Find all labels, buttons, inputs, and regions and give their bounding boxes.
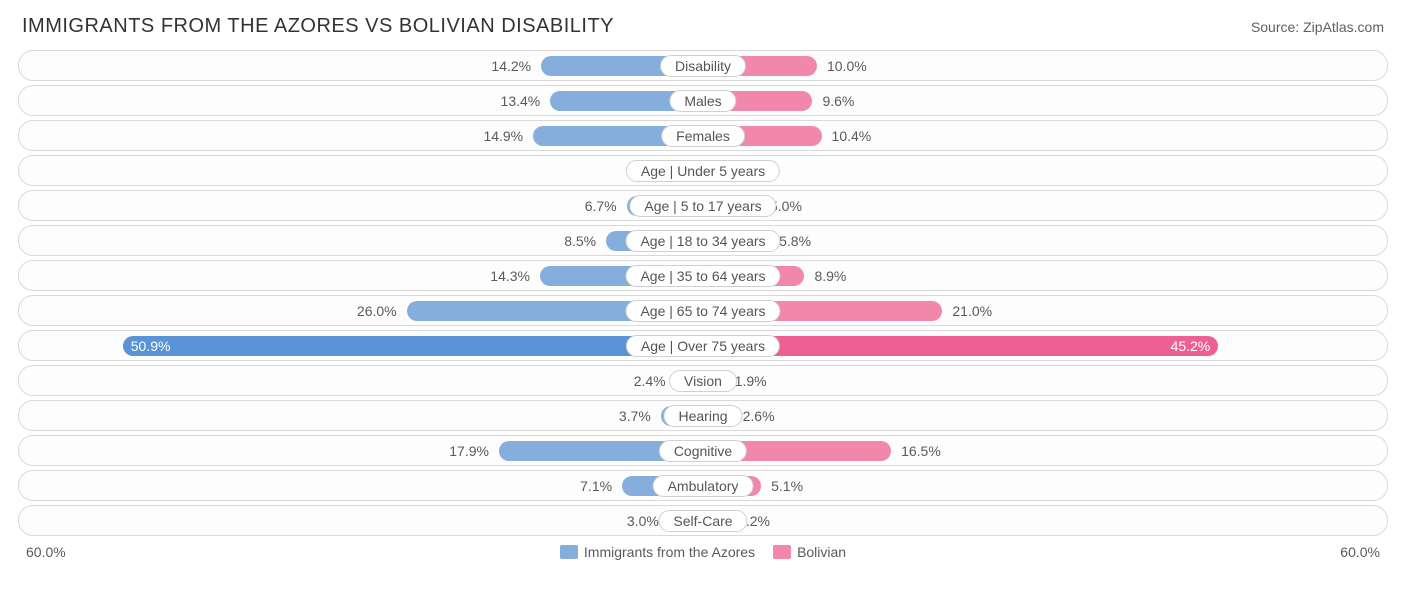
chart-row: 13.4% 9.6% Males (18, 85, 1388, 116)
category-label: Ambulatory (653, 475, 754, 497)
legend: Immigrants from the Azores Bolivian (560, 544, 846, 560)
category-label: Males (669, 90, 736, 112)
category-label: Age | 18 to 34 years (625, 230, 780, 252)
chart-row: 14.9% 10.4% Females (18, 120, 1388, 151)
row-right-half: 8.9% (703, 261, 1387, 290)
butterfly-chart: 14.2%10.0%Disability13.4%9.6%Males14.9%1… (10, 46, 1396, 536)
bar-left: 50.9% (123, 336, 703, 356)
value-left: 13.4% (501, 93, 541, 109)
row-left-half: 14.3% (19, 261, 703, 290)
row-left-half: 14.9% (19, 121, 703, 150)
chart-row: 26.0% 21.0% Age | 65 to 74 years (18, 295, 1388, 326)
row-right-half: 10.0% (703, 51, 1387, 80)
category-label: Cognitive (659, 440, 747, 462)
category-label: Disability (660, 55, 746, 77)
row-right-half: 5.0% (703, 191, 1387, 220)
value-left: 26.0% (357, 303, 397, 319)
row-left-half: 3.0% (19, 506, 703, 535)
row-left-half: 7.1% (19, 471, 703, 500)
chart-row: 14.2% 10.0% Disability (18, 50, 1388, 81)
value-left: 3.7% (619, 408, 651, 424)
chart-row: 6.7% 5.0%Age | 5 to 17 years (18, 190, 1388, 221)
category-label: Hearing (663, 405, 742, 427)
value-left: 7.1% (580, 478, 612, 494)
category-label: Age | 65 to 74 years (625, 300, 780, 322)
value-left: 17.9% (449, 443, 489, 459)
chart-footer: 60.0% Immigrants from the Azores Bolivia… (10, 540, 1396, 560)
value-right: 16.5% (901, 443, 941, 459)
source-attribution: Source: ZipAtlas.com (1251, 19, 1384, 35)
row-right-half: 1.0% (703, 156, 1387, 185)
chart-title: IMMIGRANTS FROM THE AZORES VS BOLIVIAN D… (22, 15, 614, 38)
value-left: 3.0% (627, 513, 659, 529)
row-right-half: 45.2% (703, 331, 1387, 360)
category-label: Age | Under 5 years (626, 160, 780, 182)
chart-row: 3.7% 2.6%Hearing (18, 400, 1388, 431)
category-label: Self-Care (658, 510, 747, 532)
value-left: 14.9% (483, 128, 523, 144)
row-right-half: 1.9% (703, 366, 1387, 395)
value-left: 2.4% (634, 373, 666, 389)
value-left: 6.7% (585, 198, 617, 214)
row-left-half: 2.2% (19, 156, 703, 185)
row-right-half: 21.0% (703, 296, 1387, 325)
chart-row: 50.9% 45.2% Age | Over 75 years (18, 330, 1388, 361)
value-right: 2.6% (743, 408, 775, 424)
row-left-half: 26.0% (19, 296, 703, 325)
row-left-half: 13.4% (19, 86, 703, 115)
row-left-half: 6.7% (19, 191, 703, 220)
value-right: 8.9% (814, 268, 846, 284)
value-right: 10.4% (832, 128, 872, 144)
row-right-half: 5.8% (703, 226, 1387, 255)
legend-item-right: Bolivian (773, 544, 846, 560)
value-right: 9.6% (822, 93, 854, 109)
chart-row: 3.0% 2.2%Self-Care (18, 505, 1388, 536)
row-right-half: 5.1% (703, 471, 1387, 500)
row-right-half: 10.4% (703, 121, 1387, 150)
chart-row: 2.4% 1.9%Vision (18, 365, 1388, 396)
chart-row: 7.1% 5.1% Ambulatory (18, 470, 1388, 501)
value-left: 14.2% (491, 58, 531, 74)
row-left-half: 14.2% (19, 51, 703, 80)
row-left-half: 3.7% (19, 401, 703, 430)
category-label: Age | 35 to 64 years (625, 265, 780, 287)
row-right-half: 9.6% (703, 86, 1387, 115)
axis-max-right: 60.0% (1340, 544, 1380, 560)
row-left-half: 8.5% (19, 226, 703, 255)
row-left-half: 50.9% (19, 331, 703, 360)
value-right: 1.9% (735, 373, 767, 389)
legend-swatch-right (773, 545, 791, 559)
category-label: Age | 5 to 17 years (629, 195, 776, 217)
legend-item-left: Immigrants from the Azores (560, 544, 755, 560)
category-label: Females (661, 125, 745, 147)
row-right-half: 16.5% (703, 436, 1387, 465)
legend-label-right: Bolivian (797, 544, 846, 560)
row-left-half: 17.9% (19, 436, 703, 465)
value-left: 50.9% (131, 338, 171, 354)
axis-max-left: 60.0% (26, 544, 66, 560)
chart-row: 17.9% 16.5% Cognitive (18, 435, 1388, 466)
value-right: 21.0% (952, 303, 992, 319)
value-left: 8.5% (564, 233, 596, 249)
row-right-half: 2.6% (703, 401, 1387, 430)
row-right-half: 2.2% (703, 506, 1387, 535)
value-right: 10.0% (827, 58, 867, 74)
row-left-half: 2.4% (19, 366, 703, 395)
legend-swatch-left (560, 545, 578, 559)
category-label: Vision (669, 370, 737, 392)
value-left: 14.3% (490, 268, 530, 284)
value-right: 5.1% (771, 478, 803, 494)
legend-label-left: Immigrants from the Azores (584, 544, 755, 560)
header: IMMIGRANTS FROM THE AZORES VS BOLIVIAN D… (10, 15, 1396, 46)
chart-row: 2.2%1.0%Age | Under 5 years (18, 155, 1388, 186)
bar-right: 45.2% (703, 336, 1218, 356)
category-label: Age | Over 75 years (626, 335, 780, 357)
value-right: 45.2% (1171, 338, 1211, 354)
chart-row: 14.3% 8.9% Age | 35 to 64 years (18, 260, 1388, 291)
chart-row: 8.5% 5.8%Age | 18 to 34 years (18, 225, 1388, 256)
value-right: 5.8% (779, 233, 811, 249)
